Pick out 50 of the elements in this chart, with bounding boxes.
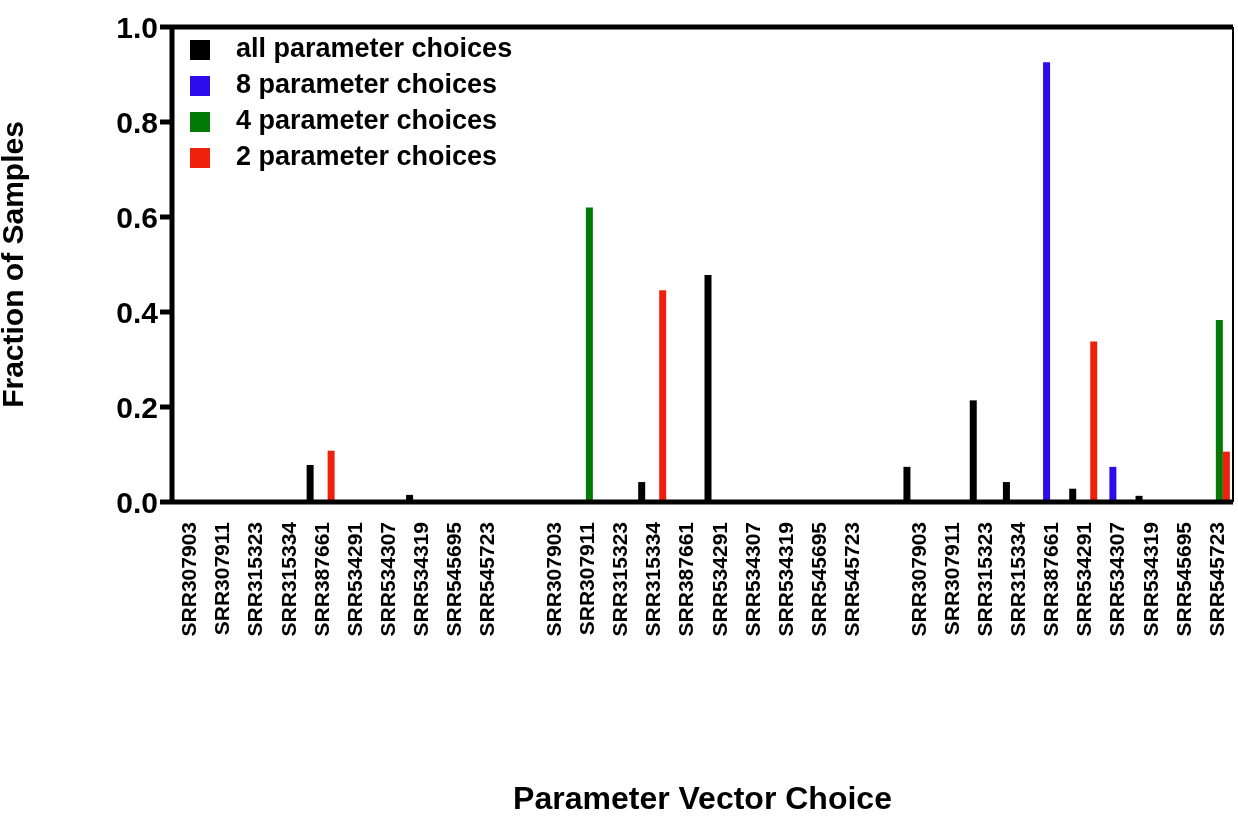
x-tick-label: SRR534319 xyxy=(773,522,797,637)
x-tick-label: SRR307903 xyxy=(906,522,930,637)
x-tick-label: SRR315334 xyxy=(641,521,665,637)
y-tick-label: 0.4 xyxy=(116,295,159,329)
x-tick-label: SRR387661 xyxy=(1039,521,1063,637)
x-tick-label: SRR534291 xyxy=(1072,521,1096,637)
bar xyxy=(327,450,335,502)
x-tick-label: SRR315323 xyxy=(243,522,267,637)
y-axis-title: Fraction of Samples xyxy=(0,121,29,408)
x-tick-label: SRR534307 xyxy=(376,522,400,637)
x-tick-label: SRR307911 xyxy=(574,521,598,636)
x-tick-label: SRR387661 xyxy=(309,521,333,637)
x-tick-label: SRR315323 xyxy=(608,522,632,637)
y-tick-label: 0.8 xyxy=(116,105,158,139)
x-tick-label: SRR534307 xyxy=(740,522,764,637)
x-tick-label: SRR545695 xyxy=(442,521,466,637)
y-tick-label: 0.0 xyxy=(116,485,158,519)
x-tick-label: SRR545695 xyxy=(807,521,831,637)
x-tick-label: SRR534291 xyxy=(707,521,731,637)
x-tick-label: SRR534319 xyxy=(1138,522,1162,637)
x-tick-label: SRR534307 xyxy=(1105,522,1129,637)
x-tick-label: SRR315334 xyxy=(276,521,300,637)
bar xyxy=(1043,62,1051,502)
y-tick-label: 0.2 xyxy=(116,390,158,424)
x-tick-label: SRR307911 xyxy=(939,521,963,636)
x-tick-label: SRR534319 xyxy=(409,522,433,637)
legend-label: 4 parameter choices xyxy=(236,105,498,135)
x-tick-label: SRR545723 xyxy=(840,522,864,637)
bar xyxy=(1090,341,1098,502)
bar xyxy=(659,290,667,502)
legend-label: 8 parameter choices xyxy=(236,69,498,99)
x-tick-label: SRR307903 xyxy=(177,522,201,637)
y-tick-label: 0.6 xyxy=(116,200,158,234)
x-tick-label: SRR315323 xyxy=(972,522,996,637)
x-tick-label: SRR545695 xyxy=(1171,521,1195,637)
x-tick-label: SRR307903 xyxy=(541,522,565,637)
x-tick-label: SRR534291 xyxy=(342,521,366,637)
legend-label: all parameter choices xyxy=(236,33,513,63)
x-tick-label: SRR307911 xyxy=(210,521,234,636)
x-tick-label: SRR545723 xyxy=(475,522,499,637)
bar xyxy=(1222,451,1230,502)
bar xyxy=(1109,466,1117,502)
x-tick-label: SRR545723 xyxy=(1204,522,1228,637)
legend-label: 2 parameter choices xyxy=(236,141,498,171)
x-tick-label: SRR387661 xyxy=(674,521,698,637)
bar xyxy=(1215,320,1223,502)
x-axis-title: Parameter Vector Choice xyxy=(513,780,892,816)
x-tick-label: SRR315334 xyxy=(1005,521,1029,637)
y-tick-label: 1.0 xyxy=(116,10,158,44)
bar xyxy=(585,207,593,502)
